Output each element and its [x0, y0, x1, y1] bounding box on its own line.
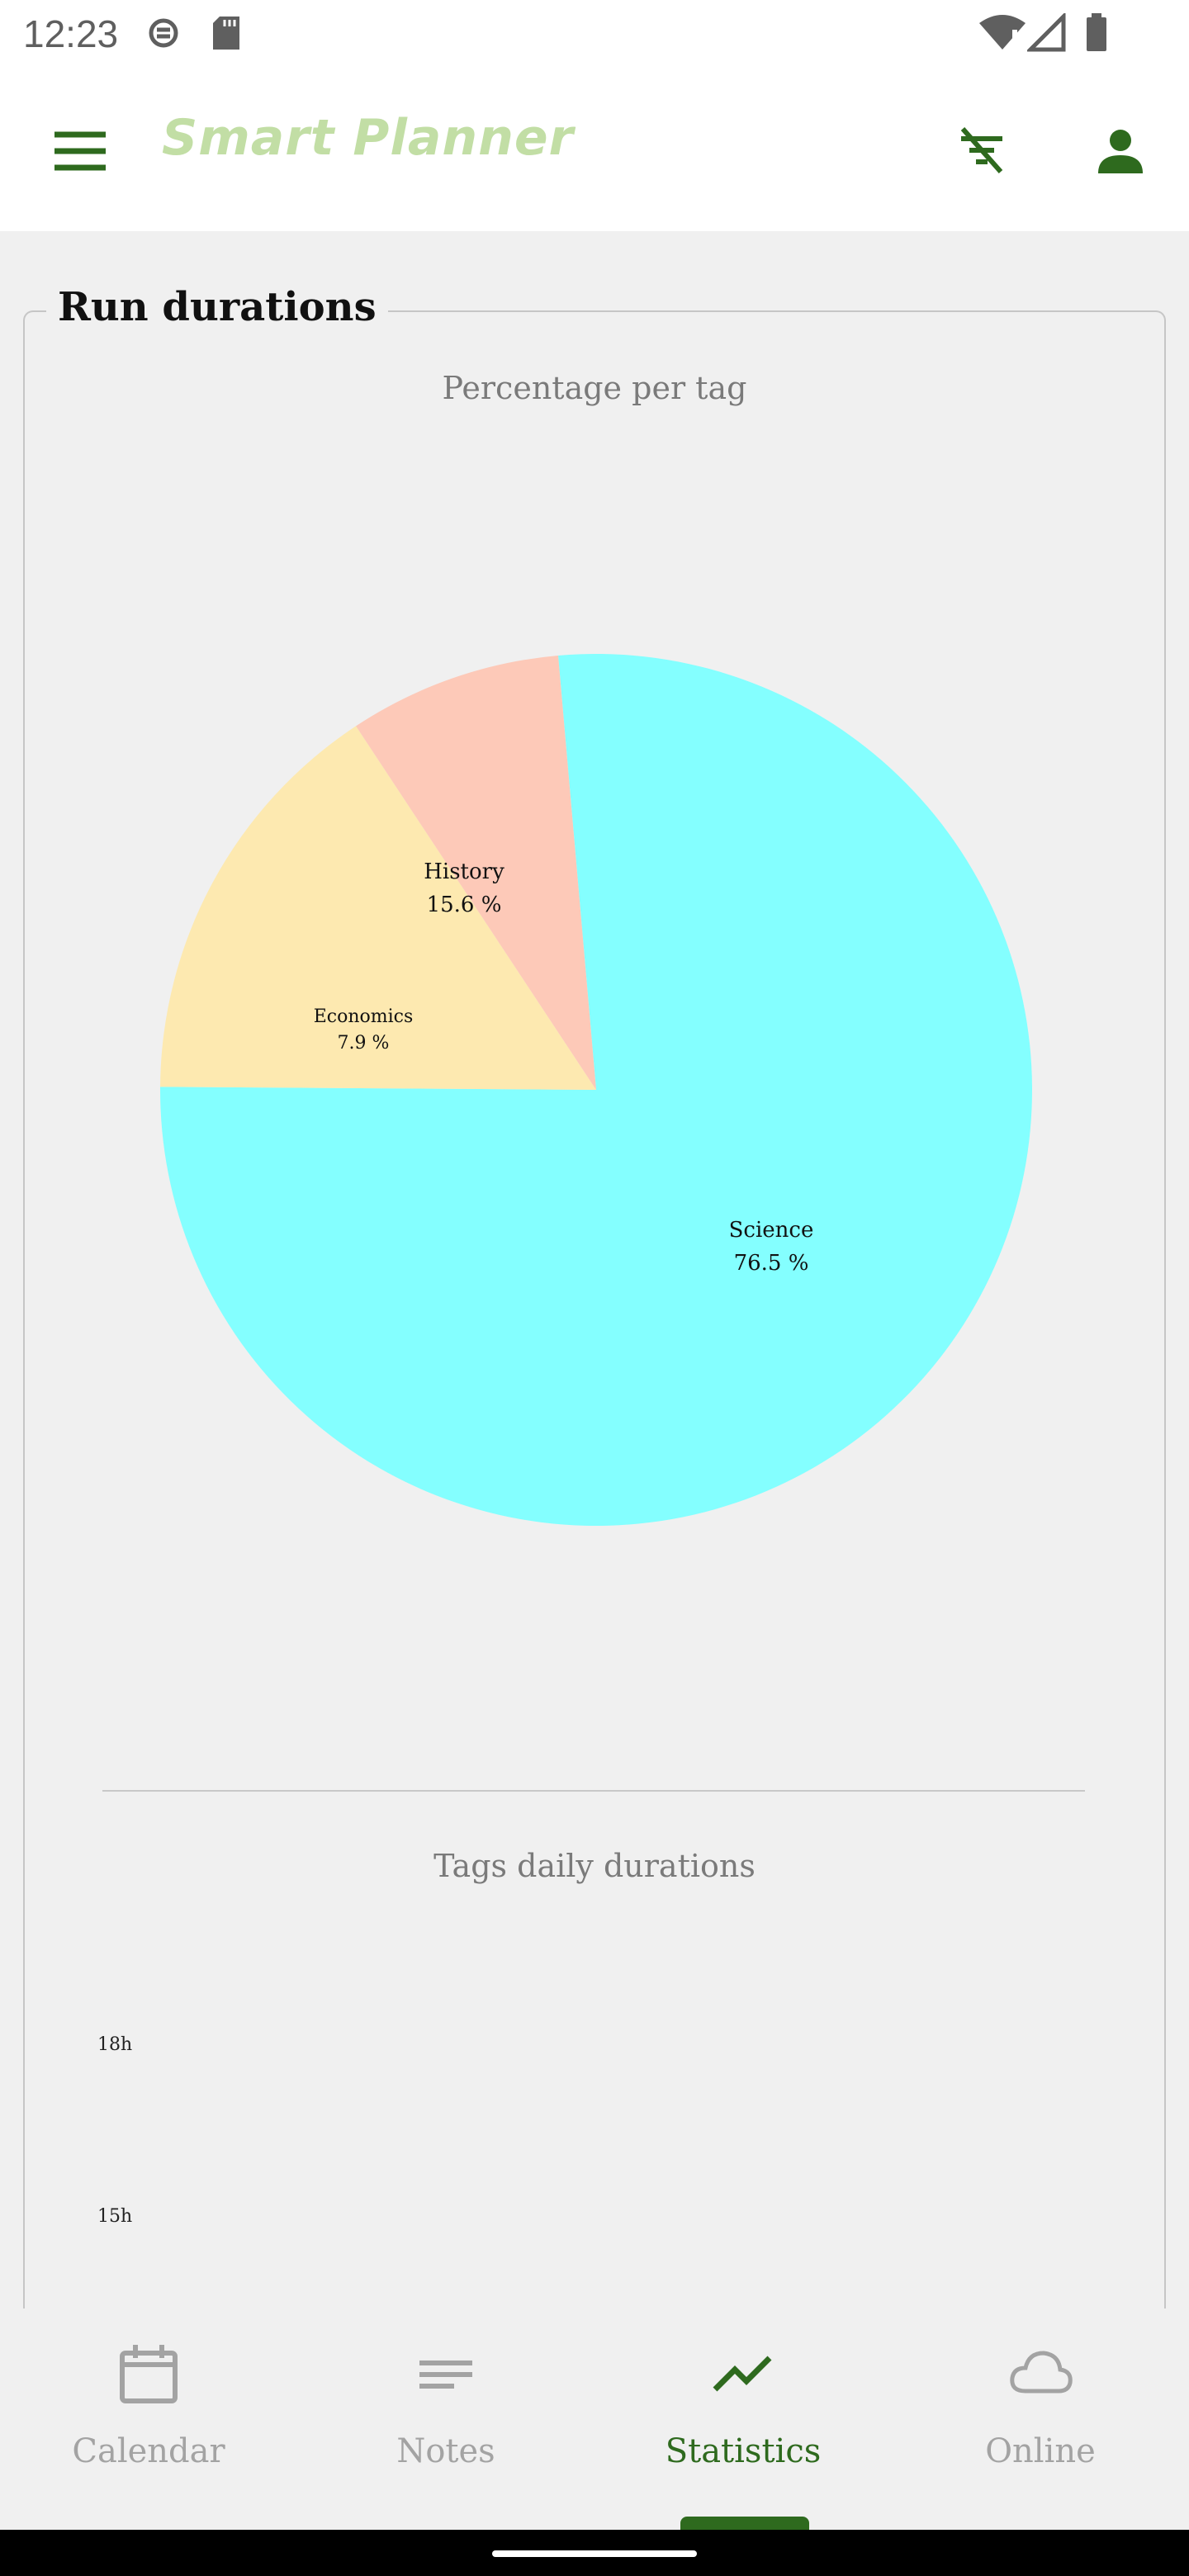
chart-divider [102, 1790, 1085, 1792]
app-bar: Smart Planner [0, 69, 1189, 231]
nav-label: Online [985, 2432, 1096, 2470]
slice-label-percent: 7.9 % [338, 1033, 390, 1054]
pie-chart-title: Percentage per tag [442, 370, 747, 406]
slice-label-economics: Economics 7.9 % [314, 1006, 414, 1054]
app-title: Smart Planner [162, 109, 575, 167]
slice-label-name: History [424, 859, 504, 884]
notes-icon [413, 2342, 479, 2411]
nav-label: Notes [396, 2432, 495, 2470]
sd-card-icon [211, 13, 244, 56]
calendar-icon [116, 2342, 182, 2411]
slice-label-name: Economics [314, 1006, 414, 1027]
y-tick-label: 18h [97, 2034, 133, 2055]
trending-up-icon [710, 2342, 776, 2411]
slice-label-percent: 15.6 % [427, 893, 502, 917]
pie-chart: Science 76.5 % History 15.6 % Economics … [160, 654, 1033, 1526]
bar-chart-title: Tags daily durations [433, 1848, 756, 1884]
menu-icon[interactable] [53, 130, 107, 175]
wifi-alert-icon [979, 13, 1026, 56]
bottom-navigation: Calendar Notes Statistics Online [0, 2308, 1189, 2530]
slice-label-name: Science [729, 1218, 814, 1243]
nav-label: Calendar [72, 2432, 225, 2470]
cloud-icon [1007, 2342, 1073, 2411]
slice-label-history: History 15.6 % [424, 859, 504, 917]
run-durations-card [23, 310, 1166, 2308]
active-tab-indicator [680, 2517, 809, 2530]
pie-slice-economics [356, 656, 596, 1090]
slice-label-science: Science 76.5 % [729, 1218, 814, 1276]
home-gesture-handle[interactable] [492, 2550, 697, 2557]
status-bar: 12:23 [0, 0, 1189, 69]
account-icon[interactable] [1093, 124, 1148, 182]
filter-off-icon[interactable] [955, 124, 1009, 182]
status-time: 12:23 [23, 12, 119, 55]
nav-label: Statistics [665, 2432, 822, 2470]
card-title: Run durations [46, 284, 388, 330]
slice-label-percent: 76.5 % [734, 1251, 809, 1276]
screen-record-icon [145, 13, 182, 56]
pie-slice-science [160, 654, 1033, 1526]
battery-icon [1085, 13, 1108, 56]
nav-item-calendar[interactable]: Calendar [0, 2308, 297, 2530]
pie-slice-history [160, 726, 596, 1090]
nav-item-statistics[interactable]: Statistics [594, 2308, 892, 2530]
nav-item-notes[interactable]: Notes [297, 2308, 594, 2530]
nav-item-online[interactable]: Online [892, 2308, 1189, 2530]
gesture-bar [0, 2530, 1189, 2576]
signal-icon [1025, 11, 1067, 56]
y-tick-label: 15h [97, 2206, 133, 2227]
